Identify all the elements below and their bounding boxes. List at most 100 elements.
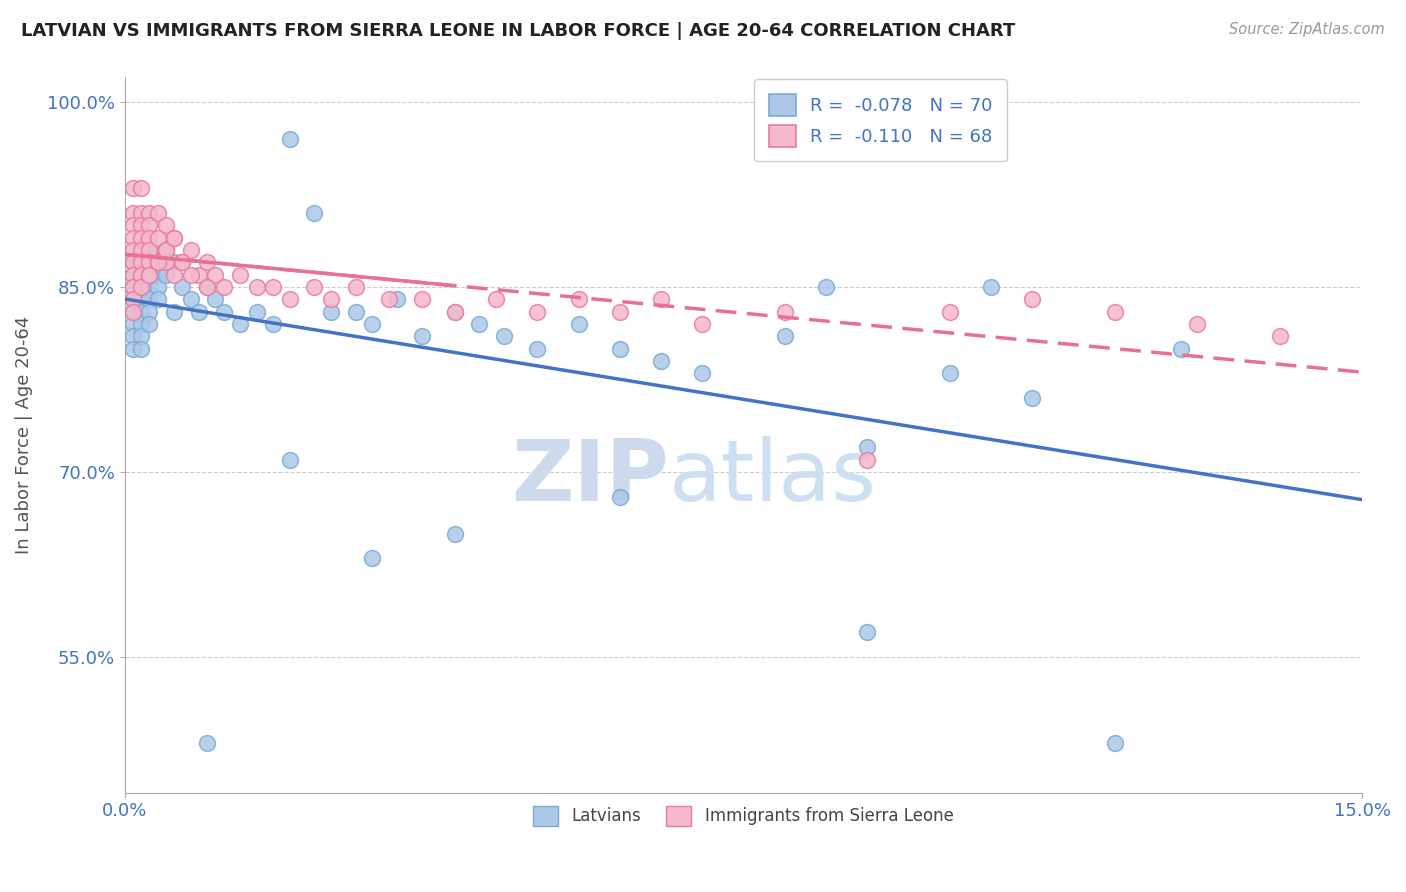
Text: atlas: atlas	[669, 436, 877, 519]
Point	[146, 206, 169, 220]
Point	[163, 304, 186, 318]
Text: LATVIAN VS IMMIGRANTS FROM SIERRA LEONE IN LABOR FORCE | AGE 20-64 CORRELATION C: LATVIAN VS IMMIGRANTS FROM SIERRA LEONE …	[21, 22, 1015, 40]
Point	[212, 280, 235, 294]
Point	[138, 280, 160, 294]
Point	[129, 268, 152, 282]
Point	[121, 280, 143, 294]
Point	[180, 293, 202, 307]
Point	[129, 255, 152, 269]
Point	[121, 181, 143, 195]
Text: ZIP: ZIP	[512, 436, 669, 519]
Point	[187, 268, 209, 282]
Point	[121, 304, 143, 318]
Point	[212, 304, 235, 318]
Point	[278, 293, 301, 307]
Point	[246, 280, 269, 294]
Point	[204, 293, 226, 307]
Point	[609, 342, 631, 356]
Point	[138, 317, 160, 331]
Point	[567, 293, 589, 307]
Point	[690, 317, 713, 331]
Point	[138, 304, 160, 318]
Point	[344, 280, 367, 294]
Point	[121, 231, 143, 245]
Point	[121, 293, 143, 307]
Point	[129, 181, 152, 195]
Point	[773, 304, 796, 318]
Point	[1104, 304, 1126, 318]
Point	[172, 255, 194, 269]
Point	[443, 304, 465, 318]
Point	[650, 354, 672, 368]
Point	[195, 280, 218, 294]
Point	[138, 243, 160, 257]
Point	[163, 268, 186, 282]
Point	[204, 268, 226, 282]
Point	[121, 219, 143, 233]
Point	[304, 206, 326, 220]
Point	[146, 280, 169, 294]
Point	[856, 441, 879, 455]
Point	[129, 293, 152, 307]
Point	[138, 268, 160, 282]
Point	[146, 255, 169, 269]
Point	[138, 268, 160, 282]
Point	[146, 255, 169, 269]
Point	[138, 255, 160, 269]
Point	[278, 132, 301, 146]
Legend: Latvians, Immigrants from Sierra Leone: Latvians, Immigrants from Sierra Leone	[524, 797, 962, 834]
Point	[121, 280, 143, 294]
Point	[138, 206, 160, 220]
Point	[304, 280, 326, 294]
Point	[650, 293, 672, 307]
Point	[443, 526, 465, 541]
Point	[229, 268, 252, 282]
Point	[468, 317, 491, 331]
Point	[163, 255, 186, 269]
Point	[129, 268, 152, 282]
Point	[278, 452, 301, 467]
Point	[121, 317, 143, 331]
Point	[1268, 329, 1291, 343]
Point	[361, 551, 384, 566]
Point	[195, 736, 218, 750]
Point	[155, 268, 177, 282]
Point	[129, 342, 152, 356]
Point	[138, 219, 160, 233]
Point	[138, 255, 160, 269]
Point	[1187, 317, 1209, 331]
Point	[155, 219, 177, 233]
Point	[1170, 342, 1192, 356]
Point	[195, 255, 218, 269]
Point	[1021, 391, 1043, 405]
Point	[138, 231, 160, 245]
Point	[411, 329, 433, 343]
Point	[1104, 736, 1126, 750]
Point	[146, 231, 169, 245]
Point	[129, 329, 152, 343]
Point	[121, 255, 143, 269]
Point	[163, 231, 186, 245]
Point	[121, 342, 143, 356]
Point	[319, 293, 342, 307]
Point	[146, 268, 169, 282]
Point	[121, 304, 143, 318]
Point	[377, 293, 399, 307]
Point	[856, 452, 879, 467]
Point	[609, 490, 631, 504]
Point	[195, 280, 218, 294]
Point	[567, 317, 589, 331]
Point	[980, 280, 1002, 294]
Point	[443, 304, 465, 318]
Point	[146, 255, 169, 269]
Point	[246, 304, 269, 318]
Point	[129, 280, 152, 294]
Point	[609, 304, 631, 318]
Point	[155, 243, 177, 257]
Point	[129, 231, 152, 245]
Point	[690, 367, 713, 381]
Point	[180, 268, 202, 282]
Point	[138, 293, 160, 307]
Point	[344, 304, 367, 318]
Point	[155, 243, 177, 257]
